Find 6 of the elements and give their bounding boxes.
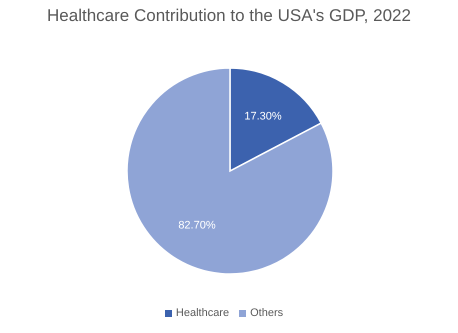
data-label: 82.70% bbox=[178, 220, 216, 232]
data-label: 17.30% bbox=[244, 110, 282, 122]
pie-slice bbox=[126, 67, 334, 275]
legend-label: Healthcare bbox=[176, 307, 230, 319]
chart-title: Healthcare Contribution to the USA's GDP, 2022 bbox=[46, 6, 412, 26]
legend-label: Others bbox=[250, 307, 284, 319]
